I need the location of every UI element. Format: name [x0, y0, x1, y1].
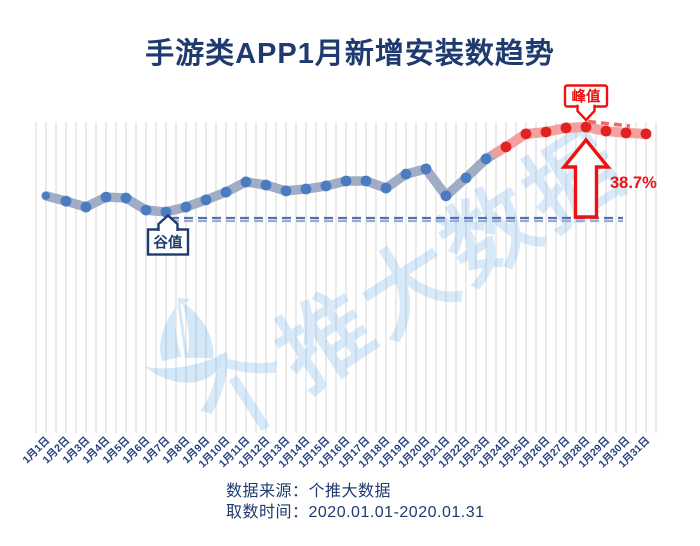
data-point: [140, 204, 152, 216]
footer-source-line: 数据来源：个推大数据: [226, 483, 392, 500]
x-axis: 1月1日1月2日1月3日1月4日1月5日1月6日1月7日1月8日1月9日1月10…: [21, 435, 653, 471]
valley-callout: 谷值: [146, 213, 190, 256]
page-title: 手游类APP1月新增安装数趋势: [145, 38, 555, 70]
data-point: [420, 163, 432, 175]
trend-series: [41, 121, 652, 218]
footer-period-line: 取数时间：2020.01.01-2020.01.31: [226, 504, 485, 521]
trend-line-blue: [41, 148, 501, 217]
footer: 数据来源：个推大数据 取数时间：2020.01.01-2020.01.31: [226, 481, 485, 523]
data-point: [320, 180, 332, 192]
data-point: [460, 172, 472, 184]
data-point: [520, 128, 532, 140]
data-point: [300, 183, 312, 195]
growth-arrow: [560, 137, 612, 219]
data-point: [400, 168, 412, 180]
data-point: [360, 175, 372, 187]
data-point: [620, 127, 632, 139]
valley-pointer-icon: [157, 213, 179, 231]
data-point: [380, 182, 392, 194]
data-point: [60, 195, 72, 207]
data-point: [120, 192, 132, 204]
data-point: [180, 201, 192, 213]
peak-dashed-line: [587, 119, 631, 128]
data-point: [340, 175, 352, 187]
data-point: [640, 128, 652, 140]
data-point: [600, 125, 612, 137]
data-point: [200, 194, 212, 206]
data-point: [560, 122, 572, 134]
data-point: [280, 185, 292, 197]
data-point: [500, 141, 512, 153]
sailboat-logo-icon: [144, 297, 227, 383]
gridlines: [35, 122, 657, 433]
data-point: [220, 186, 232, 198]
reference-lines: [170, 216, 623, 223]
data-point: [80, 201, 92, 213]
data-point: [42, 191, 50, 200]
data-point: [480, 153, 492, 165]
data-point: [440, 190, 452, 202]
data-point: [260, 179, 272, 191]
valley-callout-label: 谷值: [154, 234, 183, 252]
peak-callout-label: 峰值: [572, 88, 601, 106]
growth-percent-label: 38.7%: [610, 174, 657, 192]
peak-callout: 峰值: [563, 84, 609, 122]
data-point: [580, 121, 592, 133]
data-point: [100, 191, 112, 203]
peak-pointer-icon: [576, 104, 596, 122]
data-point: [540, 126, 552, 138]
data-point: [240, 176, 252, 188]
